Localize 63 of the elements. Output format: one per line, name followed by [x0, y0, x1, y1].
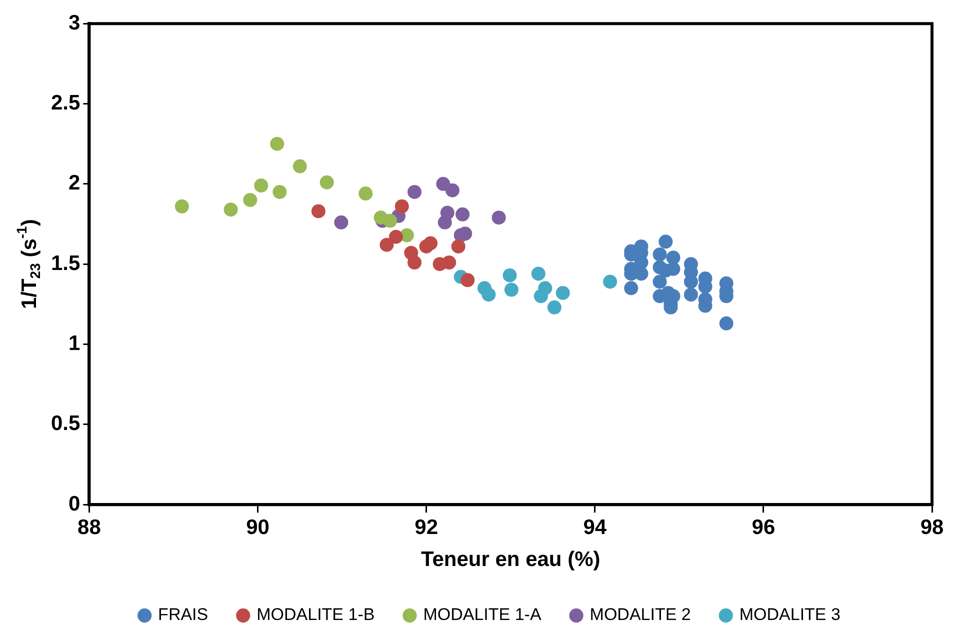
point — [445, 183, 460, 198]
x-tick-label: 98 — [920, 516, 944, 539]
point — [482, 288, 496, 302]
point — [658, 264, 673, 278]
point — [658, 234, 673, 249]
x-tick-label: 92 — [414, 516, 438, 539]
y-tick-label: 3 — [68, 11, 80, 34]
x-tick-label: 96 — [752, 516, 776, 539]
point — [383, 214, 398, 228]
x-tick-label: 90 — [246, 516, 270, 539]
y-tick-label: 1 — [68, 332, 81, 356]
point — [358, 186, 373, 201]
point — [408, 255, 422, 270]
y-axis-title: 1/T23 (s-1) — [14, 219, 44, 310]
y-tick-label: 1.5 — [50, 252, 81, 275]
point — [492, 210, 506, 225]
legend-label: MODALITE 1-A — [423, 605, 542, 624]
point — [254, 178, 268, 193]
legend-label: FRAIS — [158, 605, 208, 624]
point — [684, 274, 698, 289]
legend-label: MODALITE 1-B — [256, 605, 375, 624]
point — [502, 268, 517, 282]
point — [634, 266, 648, 281]
point — [380, 238, 394, 252]
point — [442, 255, 456, 270]
point — [684, 288, 698, 302]
point — [388, 230, 403, 244]
point — [292, 159, 307, 174]
point — [394, 199, 409, 214]
point — [311, 204, 326, 218]
point — [334, 215, 348, 230]
point — [624, 281, 638, 296]
point — [424, 236, 438, 250]
point — [243, 192, 258, 207]
point — [719, 316, 734, 330]
y-tick-label: 0 — [68, 492, 80, 516]
y-tick-label: 0.5 — [50, 412, 81, 436]
legend-label: MODALITE 2 — [590, 605, 691, 624]
point — [408, 184, 422, 199]
y-tick-label: 2.5 — [50, 92, 81, 115]
point — [320, 175, 334, 190]
point — [556, 286, 570, 300]
y-tick-label: 2 — [68, 172, 80, 195]
point — [272, 184, 287, 199]
point — [436, 176, 450, 191]
point — [547, 300, 562, 314]
point — [456, 207, 470, 222]
point — [438, 215, 452, 230]
legend-label: MODALITE 3 — [739, 605, 840, 624]
x-tick-label: 88 — [78, 516, 102, 539]
point — [504, 282, 518, 297]
point — [451, 239, 466, 254]
point — [652, 247, 667, 262]
point — [603, 274, 618, 289]
point — [174, 199, 189, 214]
x-tick-label: 94 — [583, 516, 607, 539]
point — [652, 274, 667, 289]
point — [534, 289, 548, 304]
x-axis-title: Teneur en eau (%) — [420, 548, 600, 572]
point — [531, 266, 546, 281]
point — [460, 273, 475, 288]
point — [270, 136, 284, 151]
point — [224, 202, 238, 217]
